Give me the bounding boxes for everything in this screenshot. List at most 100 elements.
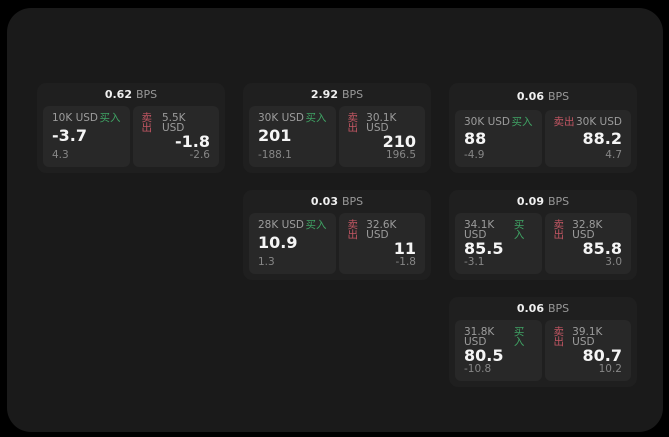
card-header: 2.92 BPS — [243, 83, 431, 104]
sell-price-value: 85.8 — [582, 238, 622, 258]
sell-panel-top: 卖出 32.8K USD — [553, 218, 623, 241]
card-header: 0.06 BPS — [449, 83, 637, 108]
bps-value: 0.06 — [516, 90, 544, 103]
buy-panel[interactable]: 30K USD 买入 201 -188.1 — [249, 105, 336, 167]
sell-panel-top: 卖出 30K USD — [554, 117, 623, 128]
buy-side-label: 买入 — [305, 218, 327, 231]
sell-side-label: 卖出 — [347, 218, 359, 241]
buy-change-value: -10.8 — [464, 362, 492, 375]
sell-panel[interactable]: 卖出 32.6K USD 11 -1.8 — [338, 212, 425, 274]
sell-panel-top: 卖出 39.1K USD — [553, 325, 623, 348]
sell-change-value: 4.7 — [605, 148, 622, 161]
buy-change-value: 1.3 — [258, 255, 275, 268]
buy-side-label: 买入 — [513, 325, 525, 348]
bps-unit-label: BPS — [547, 194, 570, 208]
sell-change-value: -1.8 — [395, 255, 417, 268]
sell-panel[interactable]: 卖出 32.8K USD 85.8 3.0 — [544, 212, 631, 274]
bps-value: 0.62 — [104, 87, 132, 101]
sell-panel[interactable]: 卖出 5.5K USD -1.8 -2.6 — [132, 105, 219, 167]
buy-panel[interactable]: 28K USD 买入 10.9 1.3 — [249, 212, 336, 274]
quote-card: 0.09 BPS 34.1K USD 买入 85.5 -3.1 卖出 32.8K… — [449, 190, 637, 280]
sell-panel[interactable]: 卖出 30.1K USD 210 196.5 — [338, 105, 425, 167]
quote-card: 0.06 BPS 30K USD 买入 88 -4.9 卖出 30K USD 8… — [449, 83, 637, 173]
buy-panel[interactable]: 10K USD 买入 -3.7 4.3 — [43, 105, 130, 167]
sell-side-label: 卖出 — [553, 218, 565, 241]
bps-unit-label: BPS — [341, 194, 364, 208]
sell-side-label: 卖出 — [553, 116, 575, 128]
sell-panel-top: 卖出 32.6K USD — [347, 218, 417, 241]
sell-size-label: 32.6K USD — [366, 218, 397, 241]
buy-change-value: -3.1 — [464, 255, 485, 268]
buy-price-value: -3.7 — [52, 126, 87, 146]
quote-cards-grid: 0.62 BPS 10K USD 买入 -3.7 4.3 卖出 5.5K USD… — [37, 83, 637, 387]
sell-panel[interactable]: 卖出 30K USD 88.2 4.7 — [544, 110, 631, 167]
buy-panel-top: 28K USD 买入 — [258, 218, 327, 231]
buy-panel[interactable]: 31.8K USD 买入 80.5 -10.8 — [455, 319, 542, 381]
buy-size-label: 10K USD — [52, 111, 99, 124]
sell-change-value: -2.6 — [189, 148, 211, 161]
quote-card: 0.62 BPS 10K USD 买入 -3.7 4.3 卖出 5.5K USD… — [37, 83, 225, 173]
buy-side-label: 买入 — [513, 218, 525, 241]
quote-card: 0.03 BPS 28K USD 买入 10.9 1.3 卖出 32.6K US… — [243, 190, 431, 280]
price-panels: 30K USD 买入 201 -188.1 卖出 30.1K USD 210 1… — [243, 104, 431, 174]
sell-panel[interactable]: 卖出 39.1K USD 80.7 10.2 — [544, 319, 631, 381]
buy-side-label: 买入 — [511, 116, 533, 128]
sell-side-label: 卖出 — [553, 325, 565, 348]
sell-size-label: 30.1K USD — [366, 111, 397, 134]
sell-change-value: 3.0 — [605, 255, 622, 268]
card-header: 0.06 BPS — [449, 297, 637, 318]
buy-size-label: 28K USD — [258, 218, 305, 231]
sell-panel-top: 卖出 5.5K USD — [141, 111, 211, 134]
bps-value: 0.03 — [310, 194, 338, 208]
quote-card: 0.06 BPS 31.8K USD 买入 80.5 -10.8 卖出 39.1… — [449, 297, 637, 387]
sell-size-label: 32.8K USD — [572, 218, 603, 241]
buy-panel-top: 10K USD 买入 — [52, 111, 121, 124]
price-panels: 10K USD 买入 -3.7 4.3 卖出 5.5K USD -1.8 -2.… — [37, 104, 225, 174]
card-header: 0.03 BPS — [243, 190, 431, 211]
page-surface: 0.62 BPS 10K USD 买入 -3.7 4.3 卖出 5.5K USD… — [7, 8, 663, 432]
buy-price-value: 88 — [464, 128, 487, 148]
price-panels: 28K USD 买入 10.9 1.3 卖出 32.6K USD 11 -1.8 — [243, 211, 431, 281]
buy-panel-top: 31.8K USD 买入 — [464, 325, 533, 348]
sell-side-label: 卖出 — [347, 111, 359, 134]
buy-change-value: 4.3 — [52, 148, 69, 161]
price-panels: 31.8K USD 买入 80.5 -10.8 卖出 39.1K USD 80.… — [449, 318, 637, 388]
buy-side-label: 买入 — [305, 111, 327, 124]
bps-unit-label: BPS — [547, 90, 570, 103]
buy-side-label: 买入 — [99, 111, 121, 124]
price-panels: 30K USD 买入 88 -4.9 卖出 30K USD 88.2 4.7 — [449, 108, 637, 173]
buy-size-label: 31.8K USD — [464, 325, 495, 348]
buy-size-label: 30K USD — [258, 111, 305, 124]
buy-panel-top: 34.1K USD 买入 — [464, 218, 533, 241]
buy-change-value: -4.9 — [464, 148, 485, 161]
bps-unit-label: BPS — [341, 87, 364, 101]
buy-change-value: -188.1 — [258, 148, 292, 161]
buy-panel[interactable]: 30K USD 买入 88 -4.9 — [455, 110, 542, 167]
buy-panel[interactable]: 34.1K USD 买入 85.5 -3.1 — [455, 212, 542, 274]
buy-size-label: 34.1K USD — [464, 218, 495, 241]
buy-price-value: 80.5 — [464, 345, 504, 365]
sell-size-label: 39.1K USD — [572, 325, 603, 348]
sell-price-value: 11 — [393, 238, 416, 258]
card-header: 0.09 BPS — [449, 190, 637, 211]
sell-change-value: 10.2 — [598, 362, 622, 375]
bps-value: 0.06 — [516, 301, 544, 315]
bps-value: 0.09 — [516, 194, 544, 208]
sell-side-label: 卖出 — [141, 111, 153, 134]
sell-price-value: 88.2 — [582, 128, 622, 148]
sell-panel-top: 卖出 30.1K USD — [347, 111, 417, 134]
sell-size-label: 30K USD — [575, 116, 622, 128]
buy-price-value: 85.5 — [464, 238, 504, 258]
buy-price-value: 10.9 — [258, 233, 298, 253]
buy-size-label: 30K USD — [464, 116, 511, 128]
buy-panel-top: 30K USD 买入 — [464, 117, 533, 128]
sell-price-value: 80.7 — [582, 345, 622, 365]
bps-unit-label: BPS — [547, 301, 570, 315]
sell-price-value: 210 — [382, 131, 416, 151]
sell-change-value: 196.5 — [385, 148, 416, 161]
bps-unit-label: BPS — [135, 87, 158, 101]
sell-size-label: 5.5K USD — [161, 111, 186, 134]
price-panels: 34.1K USD 买入 85.5 -3.1 卖出 32.8K USD 85.8… — [449, 211, 637, 281]
buy-price-value: 201 — [258, 126, 292, 146]
buy-panel-top: 30K USD 买入 — [258, 111, 327, 124]
